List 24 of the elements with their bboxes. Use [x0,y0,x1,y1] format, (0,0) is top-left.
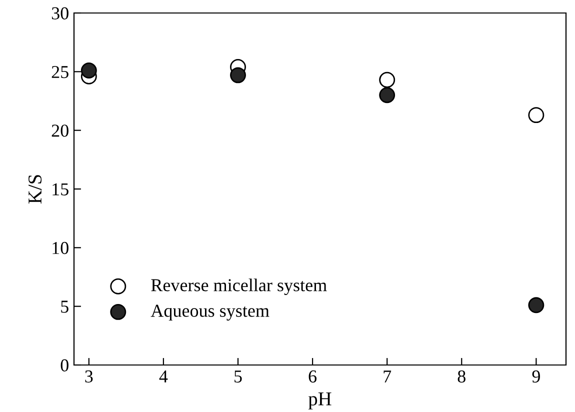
point [528,107,544,124]
point [379,72,396,88]
point [528,297,544,314]
legend-label: Reverse micellar system [151,278,327,296]
y-tick-label: 25 [52,66,68,78]
y-tick-label: 30 [52,7,68,20]
legend-label: Aqueous system [150,304,270,321]
x-tick-label: 3 [85,370,93,383]
y-tick-label: 10 [52,242,68,254]
point [230,67,246,84]
x-tick-label: 7 [384,370,392,382]
x-tick-label: 6 [308,370,317,383]
y-tick-label: 0 [60,359,68,372]
x-tick-label: 5 [234,370,242,383]
x-axis-title: pH [308,392,332,410]
x-tick-label: 4 [159,370,168,382]
point [80,62,97,78]
x-tick-label: 8 [458,370,466,383]
y-axis-title: K/S [28,175,42,204]
x-tick-label: 9 [532,370,540,383]
y-tick-label: 5 [61,300,68,313]
point [379,87,396,104]
y-tick-label: 15 [52,183,68,196]
y-tick-label: 20 [52,124,68,137]
